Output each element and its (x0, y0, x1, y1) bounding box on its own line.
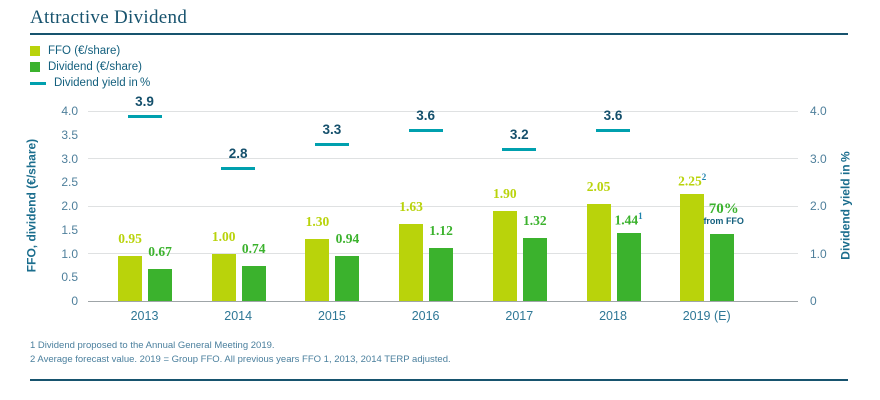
legend-label: Dividend (€/share) (48, 61, 142, 73)
right-axis-tick: 1.0 (810, 246, 827, 261)
footnotes: 1 Dividend proposed to the Annual Genera… (30, 339, 451, 366)
yield-marker-line (127, 114, 162, 118)
yield-marker-line (596, 129, 630, 132)
right-axis-tick: 4.0 (810, 104, 827, 118)
dividend-bar (522, 238, 547, 301)
dividend-bar (335, 256, 360, 301)
left-axis-tick: 0 (71, 294, 78, 308)
left-axis-tick: 2.5 (61, 175, 78, 190)
x-axis-category-label: 2013 (130, 309, 159, 323)
left-axis-title: FFO, dividend (€/share) (24, 138, 39, 273)
yield-line-icon (30, 81, 46, 85)
ffo-bar (305, 239, 330, 301)
dividend-bar (429, 247, 454, 301)
right-axis-tick: 3.0 (810, 151, 827, 166)
right-axis-tick: 0 (810, 294, 817, 308)
yield-marker-line (408, 129, 443, 132)
left-axis-tick: 2.0 (61, 199, 78, 213)
legend-item-yield: Dividend yield in % (30, 75, 150, 91)
dividend-bar (710, 233, 735, 301)
yield-value-label: 3.6 (416, 108, 435, 123)
legend-label: Dividend yield in % (54, 77, 151, 89)
yield-marker-line (221, 167, 256, 170)
yield-value-label: 3.3 (322, 122, 342, 138)
ffo-value-label: 1.30 (305, 214, 330, 230)
dividend-value-label: 0.94 (335, 231, 360, 247)
dividend-bar (241, 265, 266, 301)
title-divider (30, 33, 848, 35)
dividend-share-sub: from FFO (703, 215, 744, 226)
x-axis-category-label: 2015 (317, 309, 346, 323)
dividend-value-label: 1.441 (614, 210, 643, 228)
gridline (88, 110, 798, 112)
x-axis-category-label: 2016 (411, 309, 440, 323)
dividend-value-label: 0.67 (148, 244, 172, 260)
gridline (88, 205, 798, 207)
yield-value-label: 2.8 (228, 146, 248, 161)
dividend-value-label: 0.74 (241, 240, 266, 256)
ffo-bar (211, 253, 236, 301)
ffo-bar (586, 203, 611, 301)
x-axis-category-label: 2019 (E) (682, 309, 731, 323)
x-axis-category-label: 2017 (505, 309, 534, 323)
page-title: Attractive Dividend (30, 7, 188, 28)
footnote-1: 1 Dividend proposed to the Annual Genera… (30, 340, 275, 351)
ffo-bar (680, 194, 705, 301)
dividend-bar (148, 269, 172, 301)
ffo-value-label: 1.00 (211, 228, 236, 244)
left-axis-tick: 1.5 (61, 222, 78, 237)
ffo-value-label: 0.95 (118, 230, 142, 246)
ffo-bar (399, 223, 424, 301)
ffo-value-label: 1.63 (399, 198, 423, 214)
left-axis-tick: 1.0 (61, 246, 78, 261)
legend-item-dividend: Dividend (€/share) (30, 59, 150, 75)
dividend-square-icon (30, 62, 40, 72)
ffo-value-label: 1.90 (492, 185, 517, 201)
x-axis-baseline (88, 301, 798, 302)
footnote-2: 2 Average forecast value. 2019 = Group F… (30, 353, 451, 365)
dividend-value-label: 1.32 (522, 213, 547, 229)
left-axis-tick: 4.0 (61, 104, 78, 118)
yield-value-label: 3.2 (509, 127, 529, 142)
ffo-bar (492, 210, 517, 301)
ffo-value-label: 2.252 (678, 172, 707, 189)
yield-marker-line (502, 148, 537, 151)
legend-item-ffo: FFO (€/share) (30, 43, 150, 59)
left-axis-tick: 3.5 (61, 127, 78, 142)
dividend-bar (616, 232, 641, 301)
yield-marker-line (314, 143, 349, 147)
legend-label: FFO (€/share) (48, 45, 121, 57)
left-axis-tick: 0.5 (61, 270, 78, 285)
dividend-share-note: 70% from FFO (686, 200, 762, 226)
ffo-square-icon (30, 46, 40, 56)
left-axis-tick: 3.0 (61, 151, 78, 166)
footnote-superscript: 2 (701, 172, 707, 183)
dividend-share-pct: 70% (708, 200, 739, 217)
bottom-divider (30, 379, 848, 381)
yield-value-label: 3.6 (603, 108, 623, 123)
dividend-value-label: 1.12 (429, 222, 453, 238)
yield-value-label: 3.9 (135, 93, 154, 109)
x-axis-category-label: 2014 (224, 309, 253, 323)
ffo-bar (118, 255, 142, 301)
right-axis-tick: 2.0 (810, 199, 827, 213)
ffo-value-label: 2.05 (586, 178, 611, 194)
gridline (88, 158, 798, 159)
chart-legend: FFO (€/share) Dividend (€/share) Dividen… (30, 43, 150, 91)
footnote-superscript: 1 (638, 210, 643, 221)
x-axis-category-label: 2018 (599, 309, 627, 323)
